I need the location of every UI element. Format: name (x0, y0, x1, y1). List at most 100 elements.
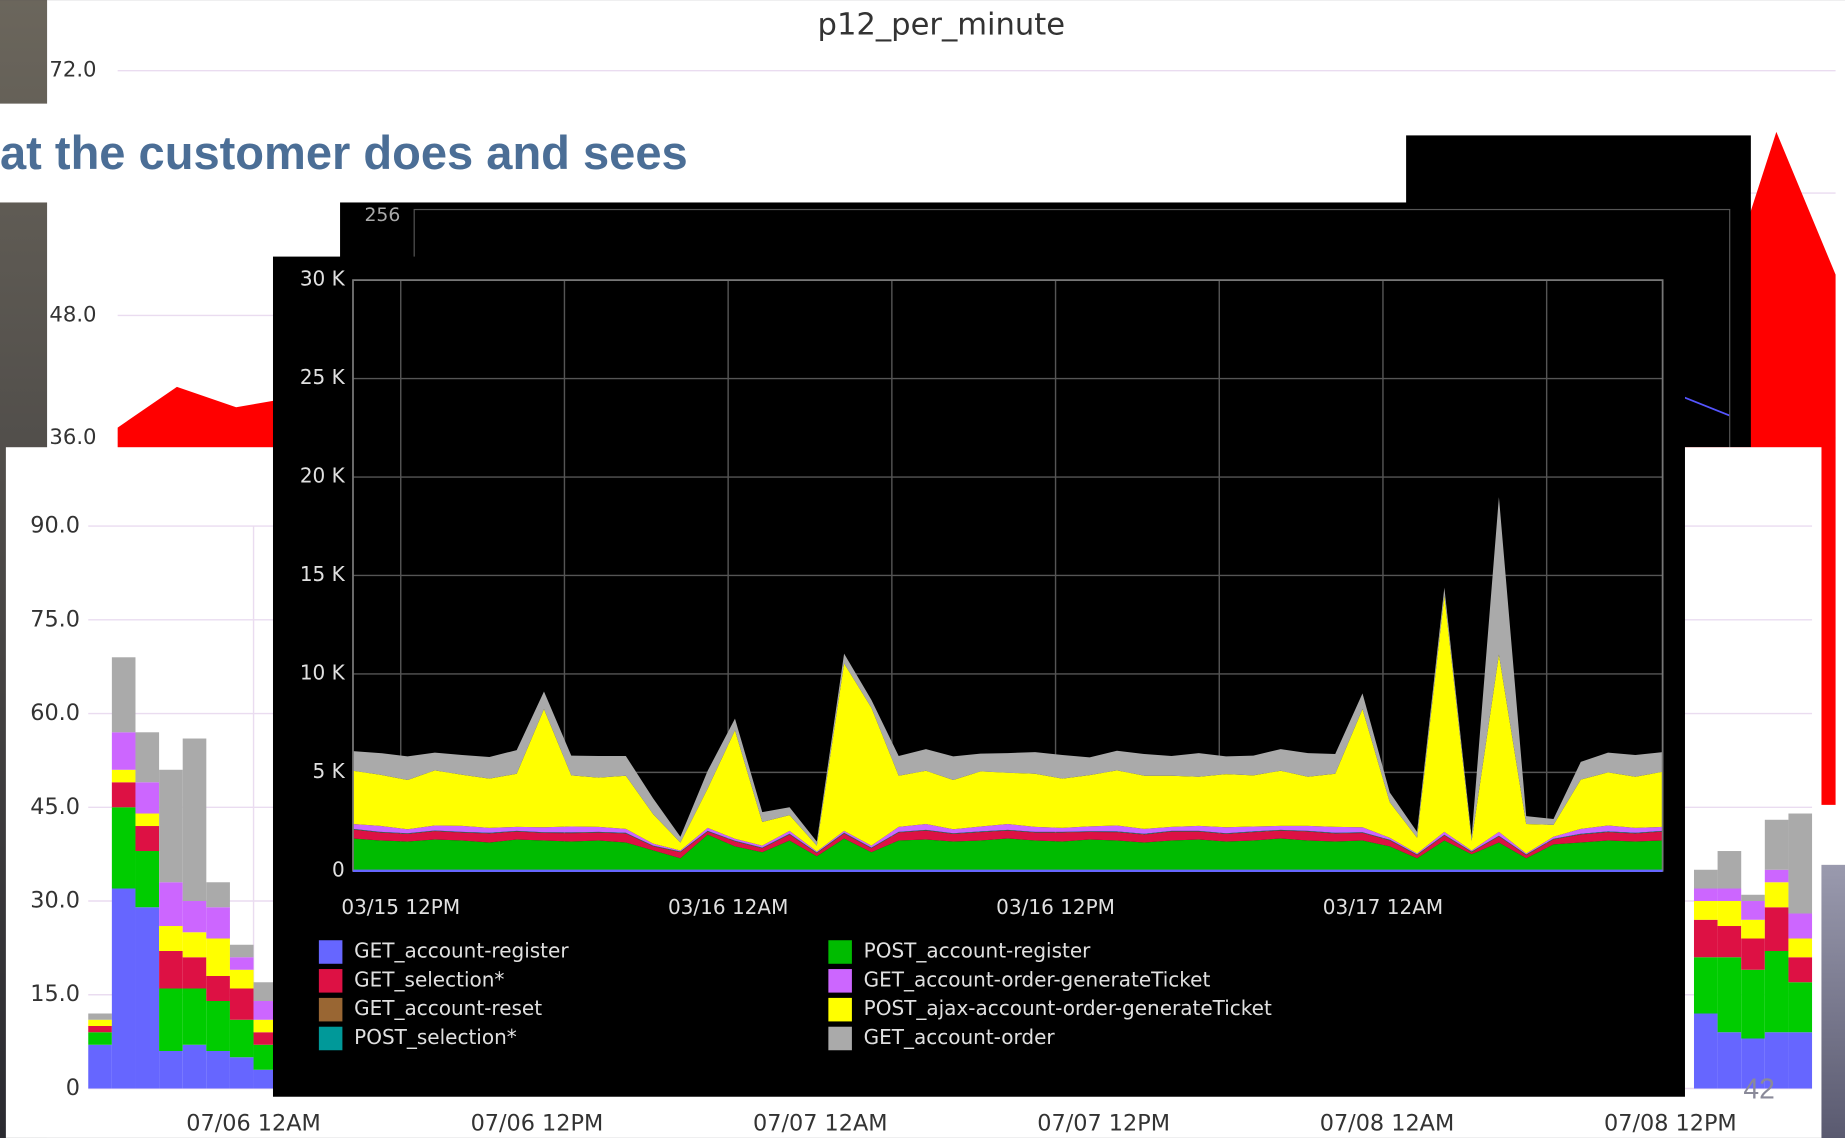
bar-segment (135, 813, 160, 827)
y-tick-label: 0 (332, 857, 345, 881)
y-tick-label: 15.0 (30, 981, 80, 1007)
legend-label: POST_ajax-account-order-generateTicket (864, 996, 1272, 1020)
y-tick-label: 256 (364, 205, 400, 226)
bar-segment (1764, 951, 1789, 1033)
x-tick-label: 03/16 12PM (996, 895, 1115, 919)
legend-swatch (828, 940, 852, 964)
bar-segment (1764, 819, 1789, 870)
bar-segment (159, 926, 183, 952)
legend-label: GET_account-order-generateTicket (864, 967, 1211, 991)
bar-segment (206, 1050, 230, 1089)
bar-segment (88, 1032, 112, 1045)
y-tick-label: 30.0 (30, 888, 80, 914)
side-strip (1821, 864, 1845, 1138)
legend-swatch (828, 1026, 852, 1051)
bar-segment (1693, 869, 1718, 889)
bar-segment (253, 1069, 278, 1089)
bar-segment (229, 944, 254, 958)
bar-segment (159, 1050, 183, 1089)
y-tick-label: 72.0 (49, 57, 96, 82)
y-tick-label: 45.0 (30, 794, 80, 820)
bar-segment (1788, 1032, 1813, 1089)
bar-segment (1717, 957, 1742, 1033)
bar-segment (135, 782, 160, 814)
bar-segment (1764, 869, 1789, 883)
bar-segment (206, 907, 230, 939)
y-tick-label: 20 K (300, 464, 346, 488)
bar-segment (229, 988, 254, 1020)
area (352, 834, 1663, 871)
bar-segment (159, 951, 183, 989)
bar-segment (1717, 888, 1742, 902)
bar-segment (1693, 888, 1718, 902)
bar-segment (253, 1044, 278, 1070)
legend-swatch (318, 1026, 343, 1051)
legend-swatch (318, 940, 343, 964)
bar-segment (135, 851, 160, 908)
legend-swatch (828, 969, 852, 993)
bar-segment (1741, 901, 1765, 920)
x-tick-label: 07/08 12PM (1604, 1110, 1737, 1136)
bar-segment (1717, 901, 1742, 927)
bar-segment (206, 976, 230, 1002)
area (352, 829, 1663, 859)
area (352, 823, 1663, 855)
y-tick-label: 48.0 (49, 301, 96, 326)
y-tick-label: 0 (66, 1075, 80, 1101)
bar-segment (159, 988, 183, 1051)
legend-swatch (828, 997, 852, 1022)
bar-segment (135, 907, 160, 1089)
bar-segment (253, 982, 278, 1002)
bar-segment (1741, 894, 1765, 902)
bar-segment (229, 957, 254, 970)
bar-segment (1788, 938, 1813, 958)
legend-label: POST_selection* (354, 1025, 517, 1049)
x-tick-label: 07/06 12AM (186, 1110, 321, 1136)
bar-segment (1693, 957, 1718, 1014)
bar-segment (135, 826, 160, 852)
bar-segment (1764, 1032, 1789, 1089)
bar-segment (206, 938, 230, 977)
legend-label: GET_selection* (354, 967, 504, 991)
bar-segment (182, 738, 207, 902)
bar-segment (1693, 919, 1718, 958)
bar-segment (182, 932, 207, 958)
x-tick-label: 07/08 12AM (1320, 1110, 1455, 1136)
legend-label: GET_account-order (864, 1025, 1056, 1049)
y-tick-label: 75.0 (30, 606, 80, 632)
bar-segment (1741, 919, 1765, 939)
bar-segment (1788, 982, 1813, 1033)
bar-segment (1741, 969, 1765, 1039)
bar-segment (1717, 926, 1742, 958)
bar-segment (1741, 1038, 1765, 1089)
bar-segment (229, 1057, 254, 1089)
bar-segment (88, 1026, 112, 1033)
heading-text: at the customer does and sees (0, 126, 688, 179)
x-tick-label: 07/07 12PM (1037, 1110, 1170, 1136)
bar-segment (229, 1019, 254, 1058)
y-tick-label: 90.0 (30, 513, 80, 539)
x-tick-label: 03/15 12PM (341, 895, 460, 919)
y-tick-label: 25 K (300, 365, 346, 389)
bar-segment (1693, 901, 1718, 920)
bar-segment (1788, 813, 1813, 914)
bar-segment (88, 1044, 112, 1089)
heading: at the customer does and sees (0, 103, 1407, 203)
bar-segment (182, 957, 207, 989)
bar-segment (1741, 938, 1765, 970)
bar-segment (206, 1001, 230, 1051)
y-tick-label: 5 K (313, 759, 346, 783)
legend-label: GET_account-register (354, 939, 569, 963)
x-tick-label: 03/17 12AM (1323, 895, 1443, 919)
bar-segment (111, 782, 136, 808)
x-tick-label: 03/16 12AM (668, 895, 788, 919)
legend-label: GET_account-reset (354, 996, 542, 1020)
chart-front: 0 5 K 10 K 15 K 20 K 25 K 30 K 03/15 12PM 03/16 … (272, 256, 1685, 1097)
bar-segment (1788, 913, 1813, 939)
bar-segment (1693, 1013, 1718, 1089)
bar-segment (111, 888, 136, 1089)
bar-segment (1717, 1032, 1742, 1089)
y-tick-label: 60.0 (30, 700, 80, 726)
